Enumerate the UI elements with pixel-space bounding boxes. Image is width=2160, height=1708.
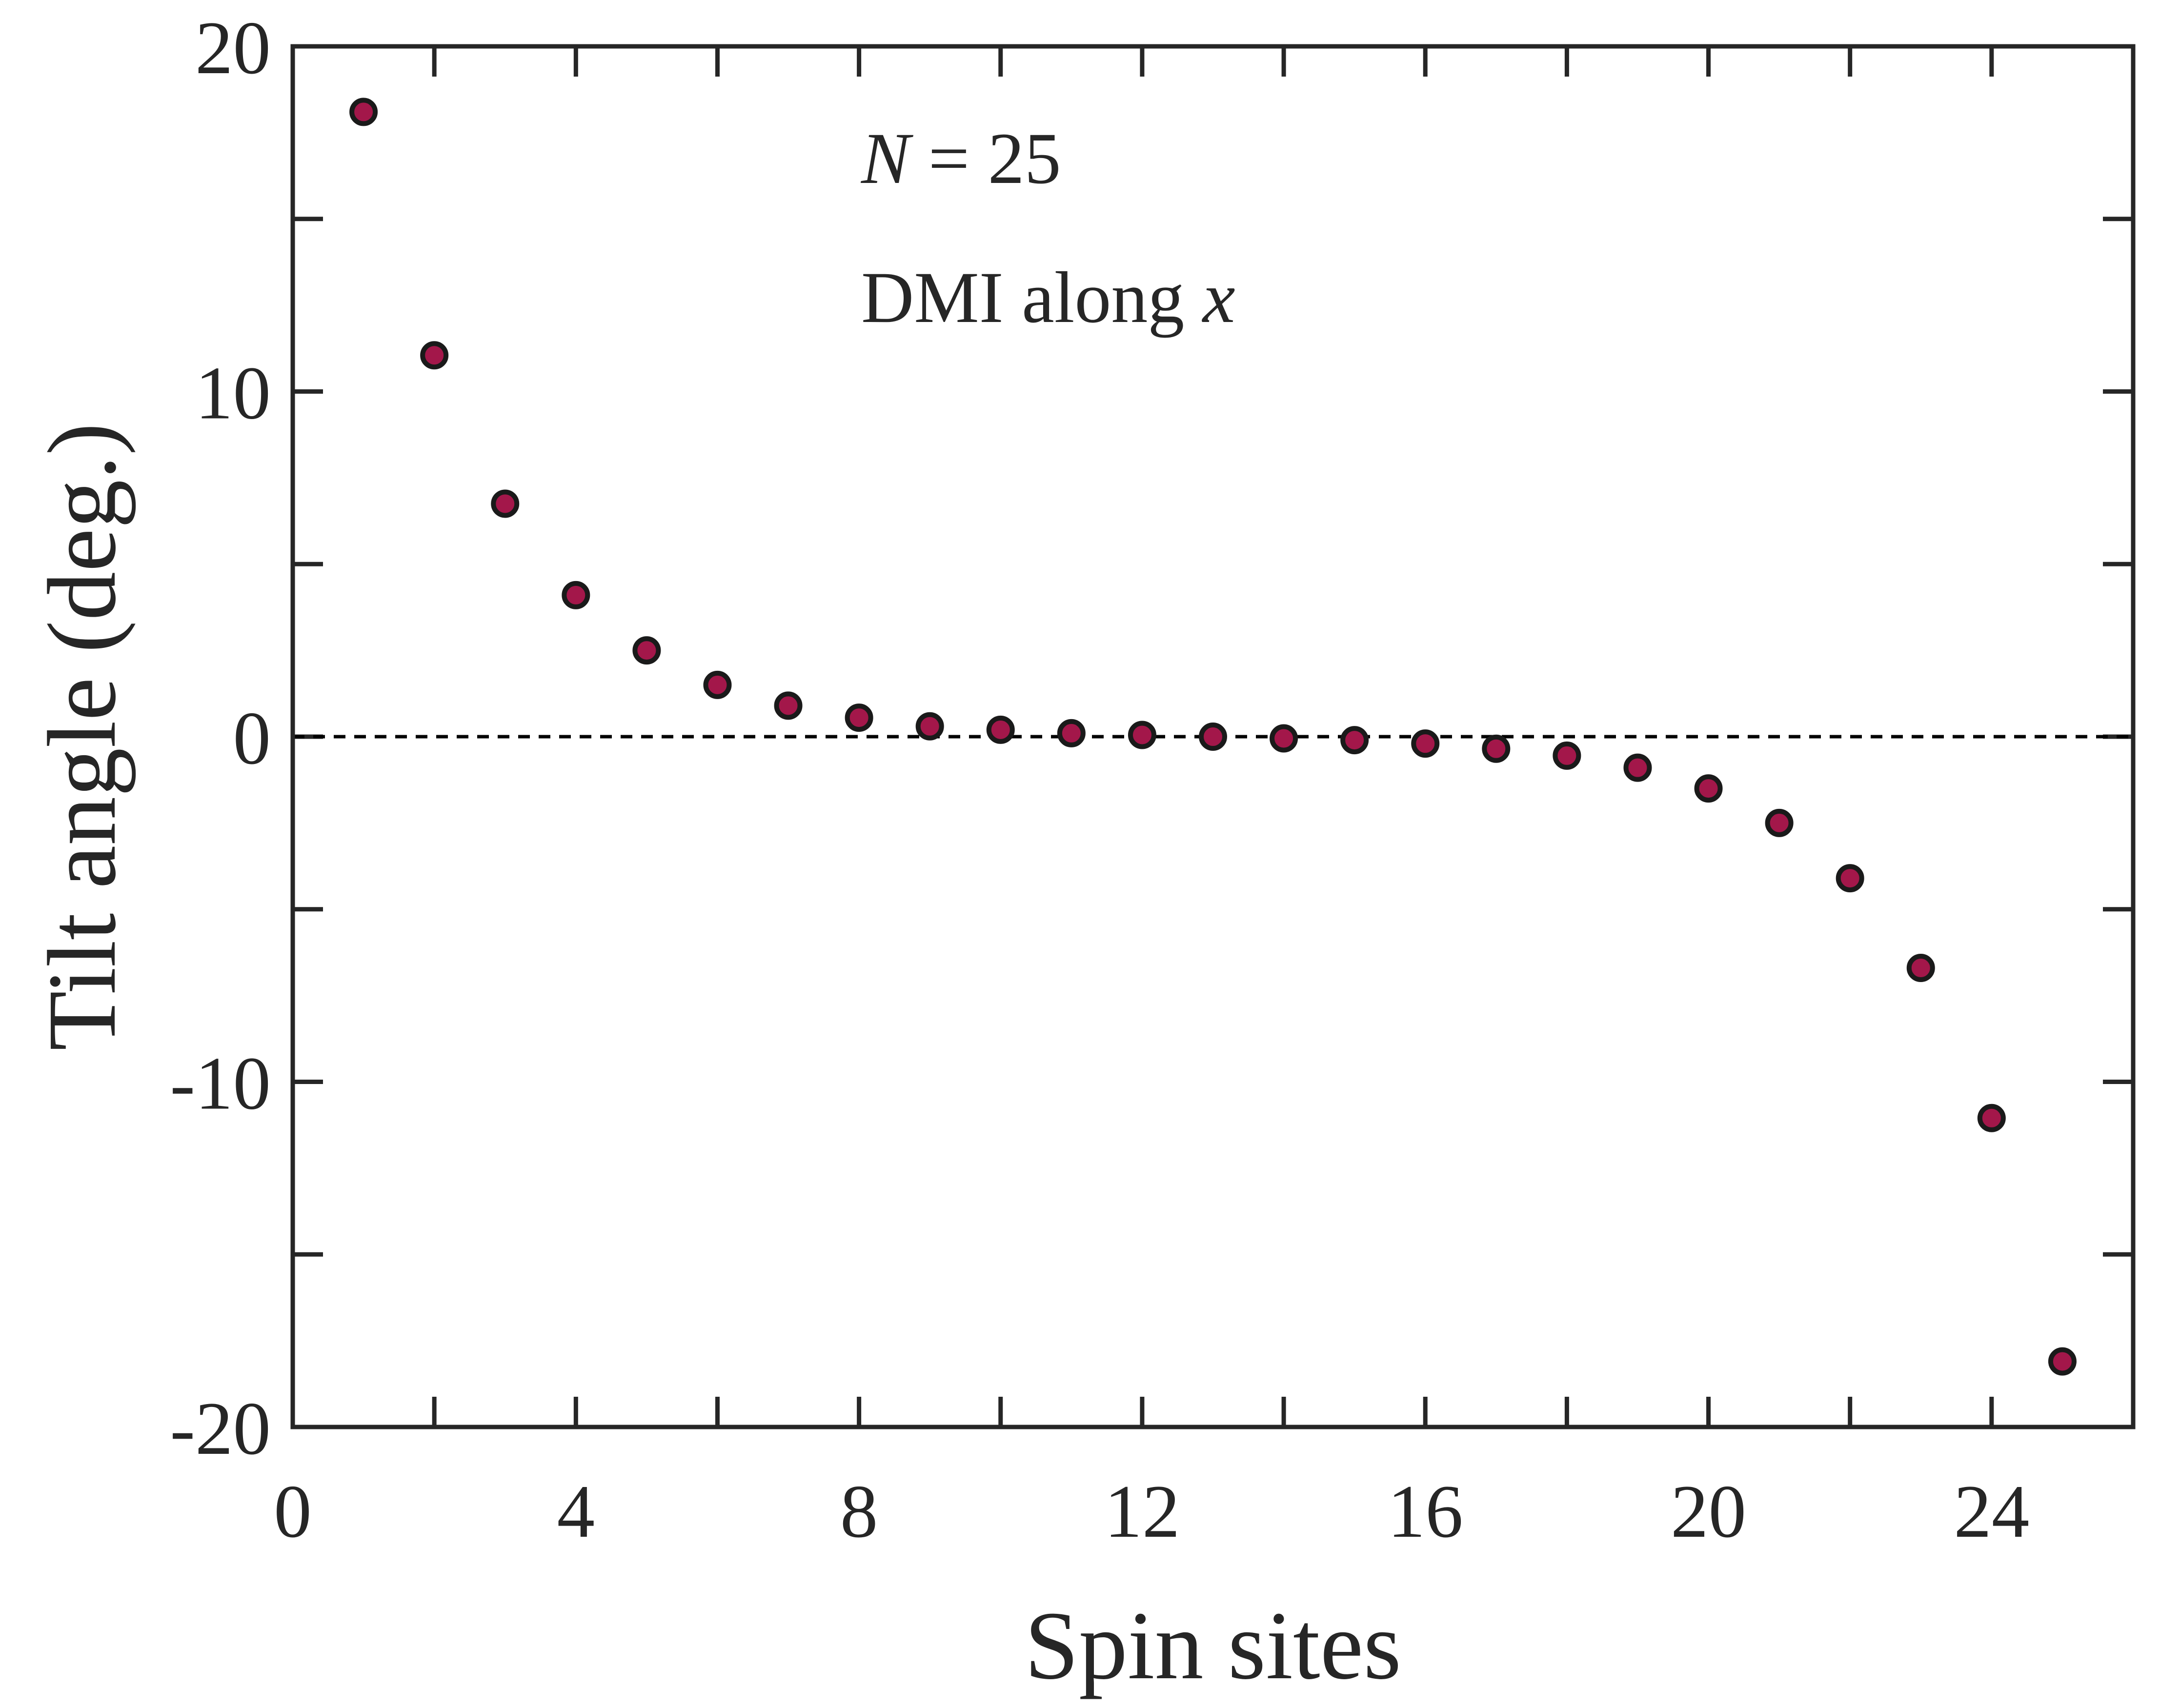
data-point xyxy=(1836,864,1864,893)
x-tick-label: 0 xyxy=(274,1469,312,1553)
annotation-dmi-label: DMI along x xyxy=(861,257,1235,338)
annotation-dmi-text: DMI along xyxy=(861,257,1203,338)
data-point xyxy=(774,691,803,720)
data-point xyxy=(1694,774,1723,803)
data-point xyxy=(915,712,944,741)
data-point xyxy=(562,581,590,609)
data-point xyxy=(1906,954,1935,983)
data-point xyxy=(1977,1104,2006,1132)
x-tick-label: 8 xyxy=(840,1469,878,1553)
data-point xyxy=(1128,721,1156,749)
x-tick-label: 16 xyxy=(1388,1469,1463,1553)
annotation-n-label: N = 25 xyxy=(860,118,1061,199)
data-point xyxy=(420,341,449,370)
y-tick-label: -10 xyxy=(170,1042,271,1125)
axis-tick-labels: 0 4 8 12 16 20 24 20 10 0 -10 -20 xyxy=(170,6,2029,1553)
y-axis-title: Tilt angle (deg.) xyxy=(28,423,136,1051)
axis-ticks xyxy=(290,44,2133,1429)
x-tick-label: 12 xyxy=(1104,1469,1180,1553)
x-tick-label: 24 xyxy=(1954,1469,2029,1553)
data-point xyxy=(1623,753,1652,782)
annotation-n-value: = 25 xyxy=(910,118,1061,199)
data-point xyxy=(1057,719,1086,747)
data-point xyxy=(1553,741,1581,770)
y-tick-label: 0 xyxy=(233,696,271,780)
data-point xyxy=(1270,724,1298,753)
x-tick-label: 4 xyxy=(557,1469,595,1553)
data-point xyxy=(1199,723,1227,751)
data-point xyxy=(1340,726,1369,755)
data-point xyxy=(632,636,661,665)
data-point xyxy=(986,715,1015,744)
data-points xyxy=(349,98,2077,1376)
data-point xyxy=(1482,734,1511,763)
data-point xyxy=(703,670,732,699)
data-point xyxy=(1765,808,1794,837)
x-tick-label: 20 xyxy=(1671,1469,1746,1553)
data-point xyxy=(349,98,378,126)
plot-frame xyxy=(290,44,2136,1429)
y-tick-label: -20 xyxy=(170,1386,271,1470)
data-point xyxy=(845,703,873,732)
x-axis-title: Spin sites xyxy=(1025,1592,1401,1700)
annotation-dmi-axis: x xyxy=(1202,257,1235,338)
y-tick-label: 10 xyxy=(195,351,271,435)
data-point xyxy=(491,489,520,518)
data-point xyxy=(2048,1347,2077,1376)
annotation-n-symbol: N xyxy=(860,118,913,199)
data-point xyxy=(1411,729,1440,758)
y-tick-label: 20 xyxy=(195,6,271,90)
